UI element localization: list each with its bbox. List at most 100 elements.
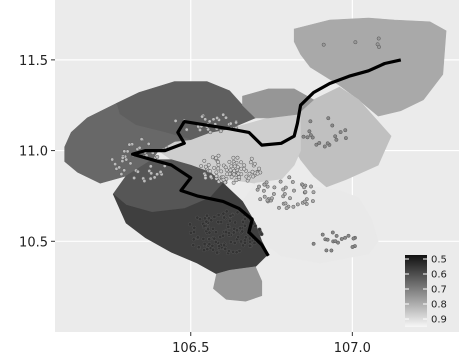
data-point <box>250 169 255 174</box>
data-point <box>228 168 233 173</box>
data-point <box>199 164 204 169</box>
data-point <box>211 117 216 122</box>
data-point <box>265 198 270 203</box>
data-point <box>203 176 208 180</box>
data-point <box>215 250 220 255</box>
data-point <box>248 239 253 244</box>
data-point <box>224 115 228 120</box>
data-point <box>207 242 212 247</box>
data-point <box>155 172 160 177</box>
legend-label: 0.9 <box>431 315 447 326</box>
data-point <box>310 135 315 140</box>
data-point <box>248 160 253 165</box>
data-point <box>326 116 331 121</box>
data-point <box>305 135 310 140</box>
data-point <box>330 123 335 128</box>
data-point <box>191 243 196 248</box>
data-point <box>205 213 209 218</box>
region-north-east <box>293 17 447 117</box>
data-point <box>214 230 218 235</box>
data-point <box>227 218 232 223</box>
data-point <box>196 245 201 250</box>
data-point <box>284 206 289 211</box>
data-point <box>287 175 292 180</box>
data-point <box>231 249 236 254</box>
data-point <box>125 149 130 154</box>
data-point <box>173 118 178 123</box>
data-point <box>281 187 286 192</box>
legend-label: 0.7 <box>431 285 447 296</box>
data-point <box>272 185 277 190</box>
data-point <box>122 168 127 173</box>
data-point <box>234 178 239 183</box>
data-point <box>236 171 241 176</box>
data-point <box>148 164 153 169</box>
data-point <box>228 213 233 218</box>
data-point <box>195 235 200 240</box>
data-point <box>202 223 207 228</box>
data-point <box>239 239 244 244</box>
data-point <box>203 117 208 122</box>
data-point <box>120 155 125 160</box>
data-point <box>235 155 240 160</box>
data-point <box>224 168 229 172</box>
data-point <box>343 136 348 141</box>
data-point <box>216 153 221 158</box>
data-point <box>257 227 262 232</box>
data-point <box>208 130 213 135</box>
data-point <box>142 179 147 183</box>
data-point <box>249 156 254 161</box>
data-point <box>215 116 220 120</box>
data-point <box>243 240 247 245</box>
data-point <box>295 202 300 207</box>
data-point <box>202 216 207 221</box>
data-point <box>216 166 221 171</box>
data-point <box>120 159 125 164</box>
data-point <box>278 179 283 184</box>
data-point <box>314 142 319 147</box>
data-point <box>242 163 247 168</box>
data-point <box>201 236 206 241</box>
data-point <box>261 188 266 193</box>
data-point <box>255 171 260 176</box>
data-point <box>198 128 202 132</box>
data-point <box>231 155 236 160</box>
data-point <box>242 223 247 228</box>
data-point <box>251 174 256 179</box>
data-point <box>117 165 122 170</box>
data-point <box>110 157 115 162</box>
data-point <box>208 169 213 174</box>
data-point <box>113 162 118 167</box>
data-point <box>311 190 316 195</box>
data-point <box>247 243 252 248</box>
data-point <box>217 244 222 249</box>
data-point <box>325 141 330 146</box>
data-point <box>320 232 325 237</box>
data-point <box>265 184 270 189</box>
data-point <box>257 166 262 171</box>
legend-label: 0.5 <box>431 255 447 266</box>
data-point <box>317 141 322 145</box>
data-point <box>242 167 247 171</box>
data-point <box>232 164 237 169</box>
data-point <box>334 233 339 238</box>
data-point <box>191 237 196 242</box>
data-point <box>288 196 292 201</box>
data-point <box>376 36 381 41</box>
data-point <box>236 175 241 180</box>
data-point <box>350 245 355 249</box>
legend-layer: 0.5 0.6 0.7 0.8 0.9 <box>405 255 447 327</box>
boundary-line <box>131 58 402 257</box>
data-point <box>214 170 219 175</box>
data-point <box>222 215 227 220</box>
legend-label: 0.8 <box>431 300 447 311</box>
data-point <box>132 176 137 180</box>
data-point <box>206 227 211 232</box>
data-point <box>233 220 238 225</box>
data-point <box>207 237 212 242</box>
data-point <box>231 180 236 185</box>
data-point <box>243 217 247 221</box>
data-point <box>221 177 226 182</box>
data-point <box>231 230 236 235</box>
